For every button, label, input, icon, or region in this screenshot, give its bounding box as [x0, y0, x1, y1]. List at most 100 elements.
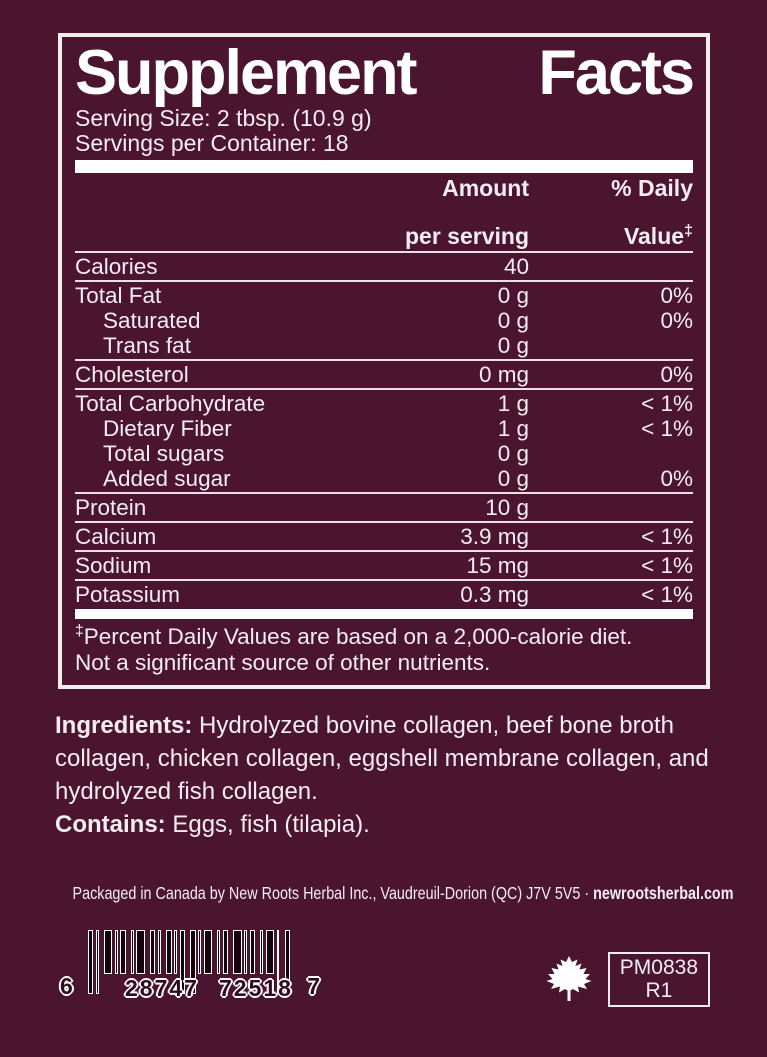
barcode-bar — [233, 930, 242, 974]
maple-leaf-icon — [546, 955, 592, 1001]
nutrient-name: Trans fat — [103, 333, 191, 358]
barcode-bar — [88, 930, 94, 994]
footnote-line-1: Percent Daily Values are based on a 2,00… — [83, 624, 633, 649]
table-row: Added sugar 0 g 0% — [75, 466, 693, 491]
barcode-bar — [158, 930, 161, 974]
nutrient-name: Calories — [75, 254, 158, 279]
ingredients-block: Ingredients: Hydrolyzed bovine collagen,… — [55, 709, 712, 841]
nutrient-daily-value: 0% — [660, 308, 693, 333]
nutrient-daily-value: 0% — [660, 283, 693, 308]
barcode-digit-first: 6 — [60, 973, 75, 999]
table-row: Dietary Fiber 1 g < 1% — [75, 416, 693, 441]
serving-size: Serving Size: 2 tbsp. (10.9 g) — [75, 105, 372, 131]
product-code: PM0838 — [619, 956, 698, 979]
barcode-bar — [96, 930, 99, 994]
footer-bottom-row: 6 28747 72518 7 PM0838 R1 — [58, 930, 710, 1007]
nutrient-amount: 1 g — [497, 391, 529, 416]
footnote: ‡Percent Daily Values are based on a 2,0… — [75, 622, 693, 676]
nutrient-name: Dietary Fiber — [103, 416, 232, 441]
nutrient-amount: 0 g — [497, 283, 529, 308]
row-separator — [75, 280, 693, 282]
nutrient-table: Calories 40 Total Fat 0 g 0% Saturated 0 g 0% Tr… — [75, 254, 693, 607]
packaged-text: Packaged in Canada by New Roots Herbal I… — [72, 883, 594, 903]
barcode-bar — [198, 930, 202, 974]
nutrient-amount: 40 — [503, 254, 529, 279]
table-row: Total Carbohydrate 1 g < 1% — [75, 391, 693, 416]
header-spacer — [75, 176, 349, 248]
nutrient-name: Added sugar — [103, 466, 231, 491]
product-code-box: PM0838 R1 — [607, 952, 710, 1007]
row-separator — [75, 388, 693, 390]
barcode-bar — [265, 930, 274, 974]
servings-per-container: Servings per Container: 18 — [75, 130, 349, 156]
header-daily-value: % Daily Value‡ — [611, 175, 693, 249]
barcode-bar — [217, 930, 220, 974]
barcode-bar — [131, 930, 134, 974]
nutrient-name: Total sugars — [103, 441, 225, 466]
row-separator — [75, 521, 693, 523]
barcode-bar — [244, 930, 247, 974]
table-header: Amount per serving % Daily Value‡ — [75, 173, 693, 250]
barcode-bar — [190, 930, 196, 994]
barcode-digits-left: 28747 — [125, 975, 199, 1001]
table-row: Saturated 0 g 0% — [75, 308, 693, 333]
row-separator — [75, 492, 693, 494]
barcode-bar — [120, 930, 126, 974]
thick-divider-bottom — [75, 609, 693, 619]
table-row: Total Fat 0 g 0% — [75, 283, 693, 308]
footnote-line-2: Not a significant source of other nutrie… — [75, 650, 491, 675]
table-row: Potassium 0.3 mg < 1% — [75, 582, 693, 607]
footnote-daggers-symbol: ‡ — [75, 622, 84, 640]
nutrient-name: Saturated — [103, 308, 201, 333]
nutrient-name: Total Fat — [75, 283, 162, 308]
barcode-bar — [174, 930, 177, 974]
barcode-bars — [88, 930, 290, 996]
table-row: Trans fat 0 g — [75, 333, 693, 358]
barcode-digits-right: 72518 — [219, 975, 293, 1001]
barcode-bar — [276, 930, 280, 994]
supplement-label: { "label": { "title_words": ["Supplement… — [0, 33, 767, 1057]
nutrient-name: Total Carbohydrate — [75, 391, 266, 416]
panel-title: Supplement Facts — [75, 38, 695, 108]
barcode-bar — [260, 930, 264, 974]
nutrient-amount: 0 g — [497, 441, 529, 466]
table-row: Cholesterol 0 mg 0% — [75, 362, 693, 387]
barcode-bar — [149, 930, 156, 974]
panel-title-word-2: Facts — [538, 38, 695, 108]
barcode-bar — [249, 930, 255, 974]
row-separator — [75, 579, 693, 581]
row-separator — [75, 359, 693, 361]
upc-barcode: 6 28747 72518 7 — [60, 930, 320, 1002]
nutrient-name: Sodium — [75, 553, 152, 578]
nutrient-daily-value: < 1% — [641, 524, 693, 549]
supplement-facts-panel: Supplement Facts Serving Size: 2 tbsp. (… — [58, 33, 710, 689]
nutrient-amount: 10 g — [485, 495, 529, 520]
table-row: Calcium 3.9 mg < 1% — [75, 524, 693, 549]
packaged-line: Packaged in Canada by New Roots Herbal I… — [0, 883, 767, 904]
table-row: Calories 40 — [75, 254, 693, 279]
nutrient-daily-value: < 1% — [641, 553, 693, 578]
origin-stamp-group: PM0838 R1 — [544, 952, 710, 1007]
barcode-bar — [203, 930, 212, 974]
table-row: Total sugars 0 g — [75, 441, 693, 466]
nutrient-daily-value: 0% — [660, 466, 693, 491]
nutrient-amount: 0 g — [497, 308, 529, 333]
ingredients-label: Ingredients: — [55, 712, 193, 739]
row-separator — [75, 550, 693, 552]
panel-title-word-1: Supplement — [75, 38, 418, 108]
nutrient-amount: 1 g — [497, 416, 529, 441]
nutrient-amount: 0.3 mg — [460, 582, 529, 607]
barcode-bar — [284, 930, 290, 994]
nutrient-daily-value: < 1% — [641, 582, 693, 607]
header-separator — [75, 251, 693, 253]
barcode-bar — [114, 930, 118, 974]
barcode-bar — [136, 930, 145, 974]
website-text: newrootsherbal.com — [593, 883, 734, 903]
nutrient-name: Protein — [75, 495, 147, 520]
header-amount-per-serving: Amount per serving — [405, 175, 529, 249]
nutrient-amount: 0 g — [497, 333, 529, 358]
thick-divider-top — [75, 160, 693, 173]
nutrient-daily-value: 0% — [660, 362, 693, 387]
nutrient-amount: 3.9 mg — [460, 524, 529, 549]
nutrient-daily-value: < 1% — [641, 391, 693, 416]
